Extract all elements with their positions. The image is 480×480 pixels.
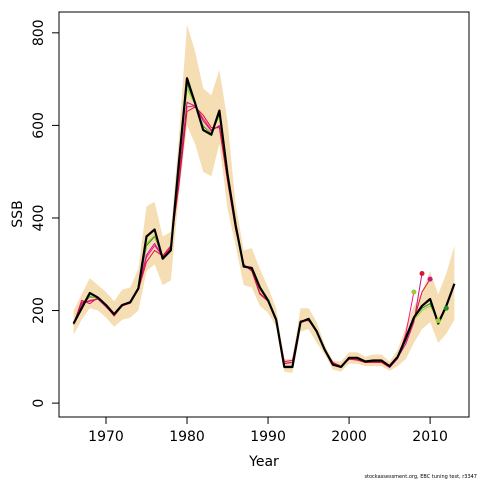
series-line-retro-4 [73,87,447,368]
y-tick-label-600: 600 [31,112,47,139]
plot-frame [58,11,470,418]
x-tick-label-2000: 2000 [331,429,367,445]
endpoint-marker-2008 [411,289,417,295]
y-tick-label-0: 0 [31,399,47,408]
y-axis: 0 200 400 600 800 [31,19,59,408]
series-line-retro-5 [73,83,439,368]
endpoint-marker-2010 [427,276,433,282]
x-axis-label: Year [248,454,279,470]
x-tick-label-1970: 1970 [88,429,124,445]
x-tick-label-1980: 1980 [169,429,205,445]
confidence-band [73,24,455,373]
y-tick-label-200: 200 [31,297,47,324]
endpoint-layer [411,271,449,324]
y-axis-label: SSB [10,200,26,227]
y-tick-label-400: 400 [31,205,47,232]
series-line-retro-3 [73,105,415,368]
series-line-retro-1 [73,106,431,368]
x-axis: 1970 1980 1990 2000 2010 [88,417,448,445]
series-line-main [72,77,456,369]
series-layer [72,77,456,369]
series-line-retro-2 [73,101,423,368]
endpoint-marker-2012 [443,305,449,311]
credit-note: stockassessment.org, EBC tuning test, r3… [364,474,477,480]
y-tick-label-800: 800 [31,19,47,46]
confidence-band-layer [73,24,455,373]
x-tick-label-2010: 2010 [412,429,448,445]
x-tick-label-1990: 1990 [250,429,286,445]
endpoint-marker-2011 [435,318,441,324]
endpoint-marker-2009 [419,271,425,276]
